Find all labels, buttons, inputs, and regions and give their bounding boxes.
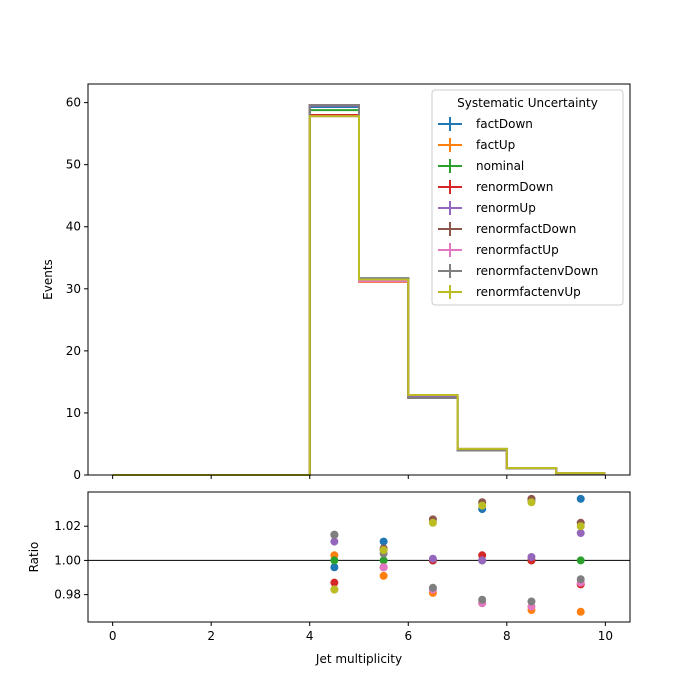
legend-item-nominal: nominal (438, 159, 524, 173)
ratio-point-renormUp (330, 537, 339, 546)
top-y-tick-label: 30 (66, 282, 81, 296)
legend-item-renormfactenvDown: renormfactenvDown (438, 264, 598, 278)
ratio-point-renormUp (478, 556, 487, 565)
ratio-point-renormUp (527, 553, 536, 561)
bottom-x-tick-label: 6 (404, 629, 412, 643)
legend-label: factDown (476, 117, 533, 131)
ratio-point-factUp (379, 571, 388, 580)
ratio-point-factDown (576, 494, 585, 503)
ratio-point-renormfactenvUp (576, 522, 585, 531)
top-y-tick-label: 40 (66, 220, 81, 234)
ratio-point-renormfactenvDown (478, 595, 487, 604)
top-y-tick-label: 10 (66, 406, 81, 420)
bottom-y-tick-label: 1.00 (54, 553, 81, 567)
legend-item-factDown: factDown (438, 117, 533, 131)
ratio-point-renormfactenvUp (428, 518, 437, 527)
bottom-y-tick-label: 0.98 (54, 588, 81, 602)
bottom-ratio-chart: 0.98 1.00 1.02 0 2 4 6 8 10 Jet multiplicity Ratio (27, 491, 631, 666)
top-y-tick-label: 20 (66, 344, 81, 358)
ratio-point-renormfactenvUp (478, 501, 487, 510)
top-histogram-chart: 0 10 20 30 40 50 60 Events Systematic Uncertaint… (41, 83, 631, 482)
top-y-tick-label: 0 (73, 468, 81, 482)
legend-title: Systematic Uncertainty (457, 96, 598, 110)
ratio-point-factUp (576, 607, 585, 616)
x-axis-label: Jet multiplicity (315, 652, 402, 666)
legend-label: renormfactDown (476, 222, 576, 236)
legend-item-renormUp: renormUp (438, 201, 536, 215)
ratio-point-renormfactenvDown (330, 530, 339, 539)
top-y-tick-label: 50 (66, 158, 81, 172)
ratio-point-renormfactUp (379, 563, 388, 572)
ratio-point-renormUp (428, 554, 437, 563)
ratio-point-renormDown (330, 578, 339, 587)
ratio-point-nominal (379, 556, 388, 565)
bottom-y-axis-label: Ratio (27, 542, 41, 573)
ratio-point-renormUp (576, 529, 585, 538)
bottom-x-tick-label: 2 (207, 629, 215, 643)
ratio-point-renormfactenvUp (379, 546, 388, 555)
legend: Systematic Uncertainty factDown factUp nomi… (431, 89, 624, 306)
top-axes-frame (87, 83, 631, 476)
ratio-point-renormfactenvUp (527, 498, 536, 507)
top-y-tick-label: 60 (66, 96, 81, 110)
top-y-axis-label: Events (41, 259, 55, 300)
ratio-point-factDown (379, 537, 388, 546)
legend-item-factUp: factUp (438, 138, 515, 152)
legend-label: renormfactUp (476, 243, 559, 257)
bottom-y-tick-label: 1.02 (54, 519, 81, 533)
legend-label: renormfactenvUp (476, 285, 581, 299)
ratio-point-nominal (330, 556, 339, 565)
bottom-x-tick-label: 10 (598, 629, 613, 643)
ratio-point-nominal (576, 556, 585, 565)
ratio-point-renormfactenvDown (576, 575, 585, 584)
bottom-x-tick-label: 0 (109, 629, 117, 643)
ratio-point-renormfactenvUp (330, 585, 339, 594)
legend-item-renormDown: renormDown (438, 180, 553, 194)
legend-item-renormfactDown: renormfactDown (438, 222, 576, 236)
legend-label: renormfactenvDown (476, 264, 598, 278)
legend-box (431, 89, 624, 306)
legend-label: nominal (476, 159, 524, 173)
ratio-point-renormfactenvDown (428, 583, 437, 592)
ratio-point-renormfactenvDown (527, 597, 536, 606)
legend-label: renormDown (476, 180, 553, 194)
legend-item-renormfactenvUp: renormfactenvUp (438, 285, 581, 299)
legend-item-renormfactUp: renormfactUp (438, 243, 559, 257)
ratio-point-factDown (330, 563, 339, 572)
bottom-x-tick-label: 8 (503, 629, 511, 643)
legend-label: factUp (476, 138, 515, 152)
legend-label: renormUp (476, 201, 536, 215)
bottom-x-tick-label: 4 (306, 629, 314, 643)
bottom-axes-frame (87, 491, 631, 623)
